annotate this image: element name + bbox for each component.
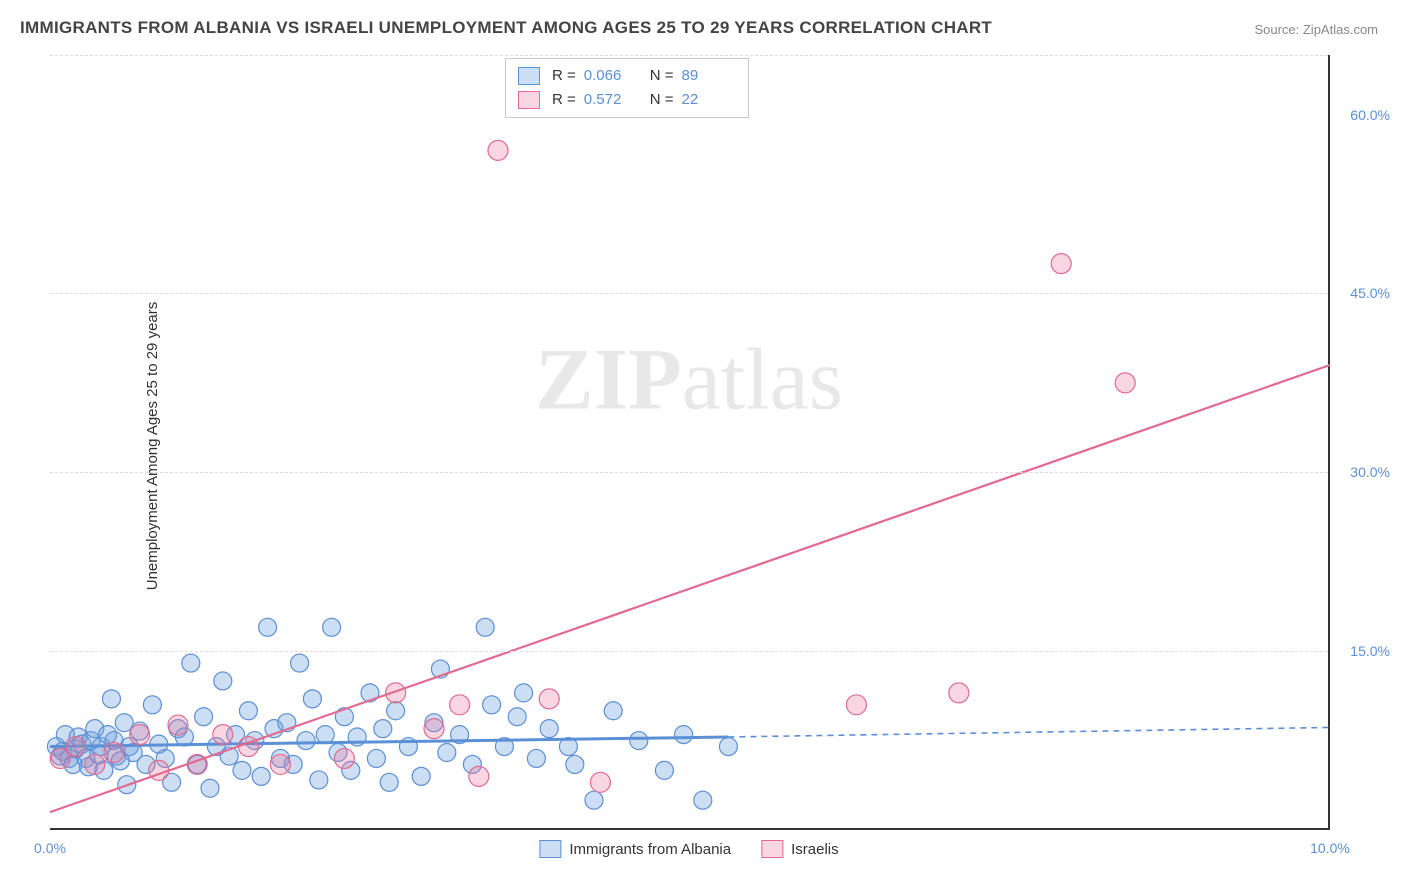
data-point — [182, 654, 200, 672]
data-point — [316, 726, 334, 744]
data-point — [540, 720, 558, 738]
y-tick-label: 60.0% — [1350, 107, 1390, 123]
data-point — [259, 618, 277, 636]
data-point — [303, 690, 321, 708]
x-tick-label: 10.0% — [1310, 840, 1350, 856]
data-point — [566, 755, 584, 773]
data-point — [590, 772, 610, 792]
data-point — [270, 754, 290, 774]
data-point — [476, 618, 494, 636]
swatch-pink-icon — [761, 840, 783, 858]
data-point — [102, 690, 120, 708]
grid-line — [50, 472, 1328, 473]
data-point — [694, 791, 712, 809]
data-point — [585, 791, 603, 809]
data-point — [450, 695, 470, 715]
source-attribution: Source: ZipAtlas.com — [1254, 22, 1378, 37]
chart-title: IMMIGRANTS FROM ALBANIA VS ISRAELI UNEMP… — [20, 18, 992, 38]
data-point — [374, 720, 392, 738]
swatch-blue-icon — [539, 840, 561, 858]
legend-item-israelis: Israelis — [761, 840, 839, 858]
y-tick-label: 30.0% — [1350, 464, 1390, 480]
grid-line — [50, 55, 1328, 56]
data-point — [297, 732, 315, 750]
data-point — [483, 696, 501, 714]
legend-label-albania: Immigrants from Albania — [569, 841, 731, 858]
data-point — [130, 725, 150, 745]
data-point — [527, 749, 545, 767]
data-point — [367, 749, 385, 767]
data-point — [424, 719, 444, 739]
data-point — [719, 738, 737, 756]
data-point — [334, 748, 354, 768]
y-tick-label: 45.0% — [1350, 285, 1390, 301]
y-tick-label: 15.0% — [1350, 643, 1390, 659]
data-point — [675, 726, 693, 744]
data-point — [655, 761, 673, 779]
data-point — [387, 702, 405, 720]
data-point — [143, 696, 161, 714]
data-point — [213, 725, 233, 745]
data-point — [539, 689, 559, 709]
plot-area: ZIPatlas R = 0.066 N = 89 R = 0.572 N = … — [50, 55, 1330, 830]
data-point — [310, 771, 328, 789]
data-point — [412, 767, 430, 785]
data-point — [1051, 254, 1071, 274]
data-point — [846, 695, 866, 715]
data-point — [438, 744, 456, 762]
trend-line — [50, 365, 1330, 812]
trend-line-extension — [728, 727, 1330, 737]
data-point — [252, 767, 270, 785]
data-point — [239, 702, 257, 720]
data-point — [380, 773, 398, 791]
data-point — [1115, 373, 1135, 393]
x-tick-label: 0.0% — [34, 840, 66, 856]
data-point — [233, 761, 251, 779]
data-point — [291, 654, 309, 672]
data-point — [630, 732, 648, 750]
data-point — [195, 708, 213, 726]
legend-item-albania: Immigrants from Albania — [539, 840, 731, 858]
grid-line — [50, 293, 1328, 294]
data-point — [85, 754, 105, 774]
data-point — [508, 708, 526, 726]
data-point — [201, 779, 219, 797]
data-point — [604, 702, 622, 720]
data-point — [515, 684, 533, 702]
data-point — [949, 683, 969, 703]
data-point — [66, 737, 86, 757]
scatter-svg — [50, 55, 1328, 828]
data-point — [323, 618, 341, 636]
series-legend: Immigrants from Albania Israelis — [539, 840, 838, 858]
data-point — [104, 743, 124, 763]
data-point — [469, 766, 489, 786]
data-point — [168, 715, 188, 735]
data-point — [488, 140, 508, 160]
legend-label-israelis: Israelis — [791, 841, 839, 858]
data-point — [214, 672, 232, 690]
grid-line — [50, 651, 1328, 652]
